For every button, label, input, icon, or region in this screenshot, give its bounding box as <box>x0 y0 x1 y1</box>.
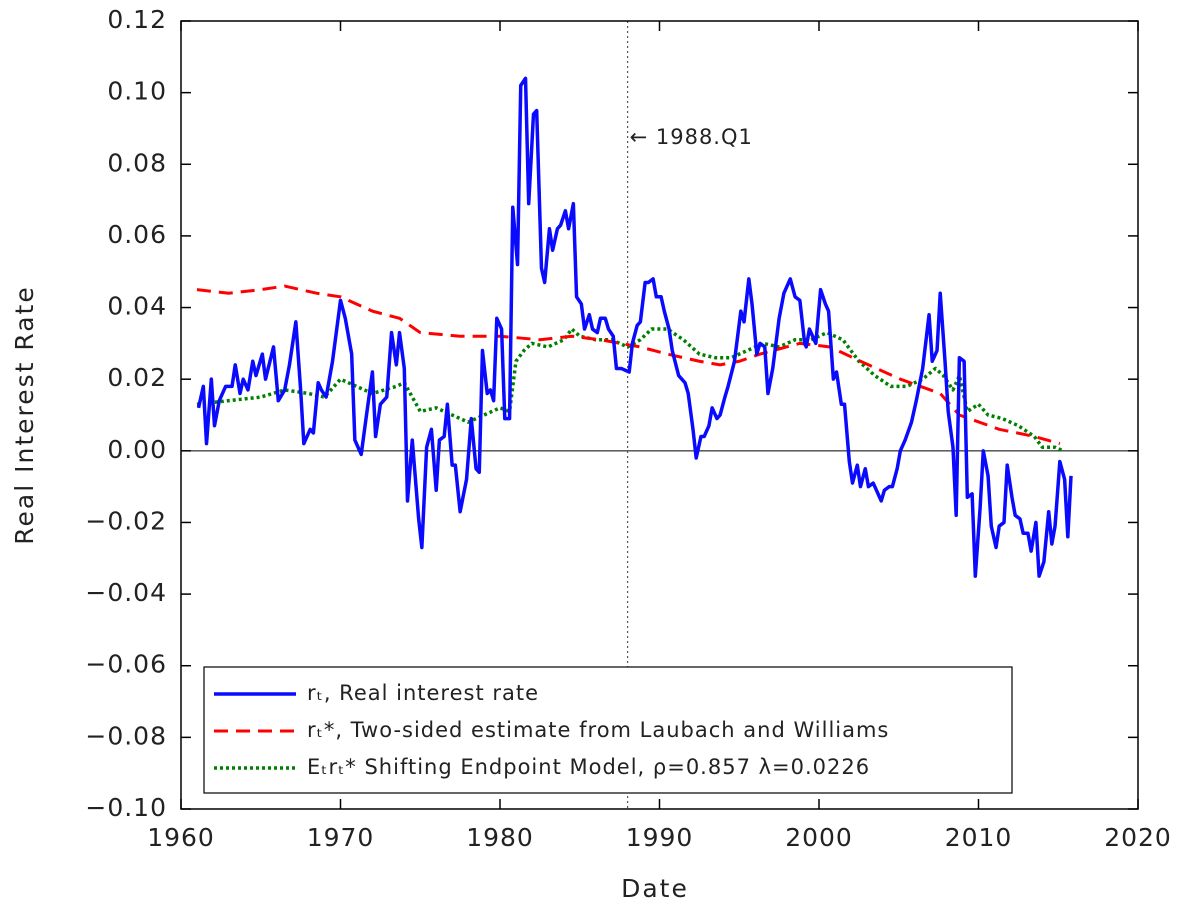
plot-frame <box>180 20 1139 810</box>
series-line <box>196 327 1064 453</box>
y-tick-label: 0.00 <box>107 435 167 464</box>
x-axis-label: Date <box>621 874 689 903</box>
x-tick-label: 2010 <box>945 823 1013 852</box>
x-tick-label: 1980 <box>466 823 534 852</box>
y-tick-label: 0.06 <box>107 220 167 249</box>
legend-label: Eₜrₜ* Shifting Endpoint Model, ρ=0.857 λ… <box>307 755 870 779</box>
y-tick-label: −0.10 <box>85 793 167 822</box>
y-tick-label: −0.08 <box>85 721 167 750</box>
y-tick-label: 0.10 <box>107 77 167 106</box>
y-axis-label: Real Interest Rate <box>10 285 39 544</box>
series-line <box>196 76 1073 578</box>
y-tick-label: 0.12 <box>107 5 167 34</box>
y-tick-label: −0.04 <box>85 578 167 607</box>
legend-label: rₜ*, Two-sided estimate from Laubach and… <box>307 718 889 742</box>
legend-box <box>203 666 1013 794</box>
x-tick-label: 1990 <box>626 823 694 852</box>
legend-label: rₜ, Real interest rate <box>307 681 539 705</box>
y-tick-label: −0.02 <box>85 506 167 535</box>
y-tick-label: 0.08 <box>107 148 167 177</box>
annotation: ← 1988.Q1 <box>630 125 753 149</box>
x-tick-label: 1970 <box>307 823 375 852</box>
y-tick-label: 0.02 <box>107 363 167 392</box>
x-tick-label: 2000 <box>785 823 853 852</box>
series-line <box>196 284 1061 446</box>
x-tick-label: 1960 <box>147 823 215 852</box>
y-tick-label: −0.06 <box>85 650 167 679</box>
y-tick-label: 0.04 <box>107 292 167 321</box>
x-tick-label: 2020 <box>1104 823 1172 852</box>
